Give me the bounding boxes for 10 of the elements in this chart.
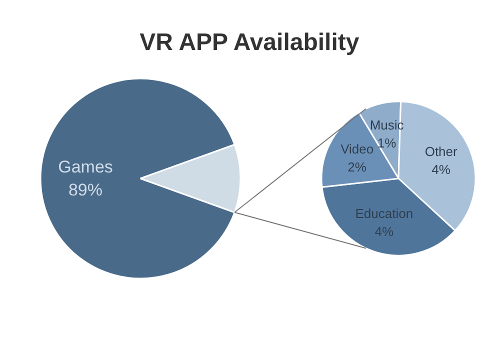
chart-title: VR APP Availability — [140, 29, 360, 56]
data-label: 4% — [432, 162, 451, 178]
data-label: 89% — [68, 180, 103, 200]
slice-label: Other — [424, 144, 458, 160]
slice-label: Education — [355, 206, 414, 221]
slice-label: Video — [340, 142, 374, 157]
data-label: 2% — [348, 160, 367, 175]
data-label: 1% — [377, 135, 397, 150]
slice-label: Games — [58, 158, 113, 177]
data-label: 4% — [374, 224, 394, 239]
